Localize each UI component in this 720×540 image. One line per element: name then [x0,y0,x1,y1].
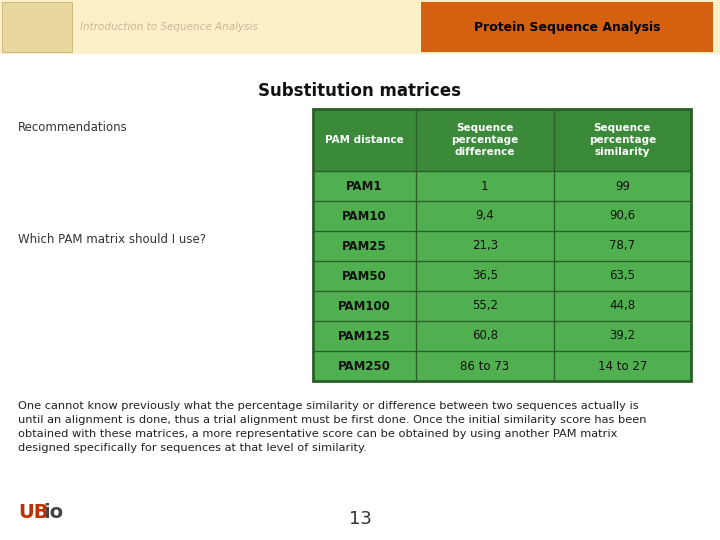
Text: Introduction to Sequence Analysis: Introduction to Sequence Analysis [80,22,258,32]
Text: 36,5: 36,5 [472,269,498,282]
Text: 13: 13 [348,510,372,528]
Text: Substitution matrices: Substitution matrices [258,82,462,100]
Text: Which PAM matrix should I use?: Which PAM matrix should I use? [18,233,206,246]
Bar [313,201,691,231]
Text: 78,7: 78,7 [609,240,636,253]
Bar [313,351,691,381]
Text: 21,3: 21,3 [472,240,498,253]
Text: 44,8: 44,8 [609,300,636,313]
Bar [2,2,72,52]
Bar [313,231,691,261]
Text: 90,6: 90,6 [609,210,636,222]
Text: 1: 1 [481,179,489,192]
Text: PAM10: PAM10 [342,210,387,222]
Text: PAM50: PAM50 [342,269,387,282]
Text: Sequence
percentage
difference: Sequence percentage difference [451,123,518,157]
Bar [313,291,691,321]
Text: One cannot know previously what the percentage similarity or difference between : One cannot know previously what the perc… [18,401,647,453]
Bar [313,321,691,351]
Bar [313,171,691,201]
Text: 86 to 73: 86 to 73 [460,360,509,373]
Text: 9,4: 9,4 [475,210,494,222]
Text: Sequence
percentage
similarity: Sequence percentage similarity [589,123,656,157]
Text: PAM100: PAM100 [338,300,391,313]
Text: 99: 99 [615,179,630,192]
Text: Protein Sequence Analysis: Protein Sequence Analysis [474,21,660,33]
Bar [313,109,691,171]
Text: PAM distance: PAM distance [325,135,404,145]
Text: 14 to 27: 14 to 27 [598,360,647,373]
Text: 60,8: 60,8 [472,329,498,342]
Text: PAM25: PAM25 [342,240,387,253]
Text: io: io [43,503,63,522]
Text: 55,2: 55,2 [472,300,498,313]
Text: PAM1: PAM1 [346,179,383,192]
Bar [313,261,691,291]
Bar [421,2,713,52]
Text: UB: UB [18,503,48,522]
Text: Recommendations: Recommendations [18,121,127,134]
Text: PAM125: PAM125 [338,329,391,342]
Text: 63,5: 63,5 [609,269,636,282]
Text: 39,2: 39,2 [609,329,636,342]
Bar [0,0,720,54]
Text: PAM250: PAM250 [338,360,391,373]
Bar [313,109,691,381]
